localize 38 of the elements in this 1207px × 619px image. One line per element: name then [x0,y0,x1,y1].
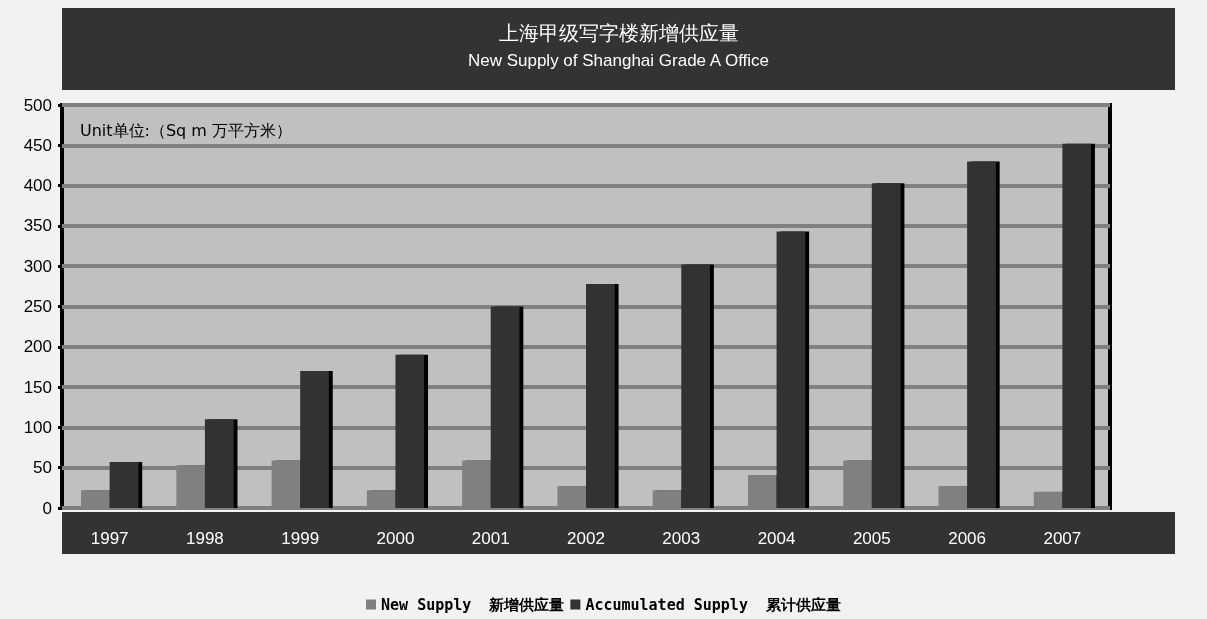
x-tick-label: 2002 [567,529,605,548]
x-tick-label: 2006 [948,529,986,548]
y-tick-label: 250 [23,297,52,316]
x-tick-label: 1997 [90,529,129,548]
chart-subtitle: New Supply of Shanghai Grade A Office [466,51,771,71]
y-tick-label: 200 [23,337,52,357]
bar [109,462,139,508]
x-tick-label: 2007 [1043,529,1082,548]
legend-label: Accumulated Supply 累计供应量 [585,595,841,614]
bar [586,283,615,508]
x-tick-label: 2003 [662,529,701,548]
bar [1062,143,1091,508]
legend-label: New Supply 新增供应量 [381,595,565,614]
y-tick-label: 300 [23,256,52,276]
bar [681,264,710,508]
y-tick-label: 400 [23,176,52,196]
y-tick-label: 350 [23,216,52,236]
x-tick-label: 1998 [186,529,224,548]
y-tick-label: 450 [23,135,52,155]
x-tick-label: 1999 [281,529,320,548]
bar [967,161,996,508]
bar [490,306,520,508]
bar [395,354,425,508]
annotation: Unit单位:（Sq m 万平方米） [80,120,293,140]
x-tick-label: 2000 [376,529,415,548]
y-tick-label: 150 [23,377,52,397]
x-tick-label: 2001 [471,529,510,548]
y-tick-label: 500 [23,95,52,115]
x-tick-label: 2005 [852,529,891,548]
bar [204,419,234,508]
chart-title: 上海甲级写字楼新增供应量 [497,20,740,47]
bar [776,231,806,508]
x-tick-label: 2004 [757,529,796,548]
y-tick-label: 100 [23,417,52,437]
y-tick-label: 0 [42,498,52,518]
bar [300,370,329,508]
y-tick-label: 50 [33,458,52,478]
bar [871,183,901,508]
